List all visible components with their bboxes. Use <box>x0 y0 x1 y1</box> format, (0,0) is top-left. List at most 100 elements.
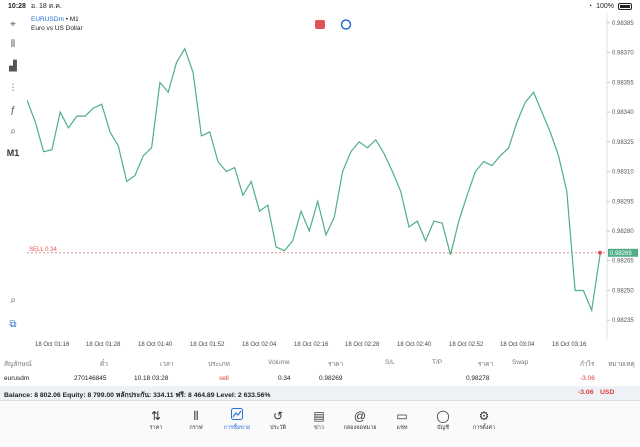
mail-icon: @ <box>353 409 367 423</box>
price-tick-label: 0.98370 <box>612 51 634 57</box>
trade-icon <box>215 408 259 424</box>
price-chart[interactable]: 0.98385 0.98370 0.98355 0.98340 0.98325 0.983… <box>26 13 640 340</box>
col-sl: S/L <box>385 359 395 366</box>
tab-chat[interactable]: ▭ แชท <box>380 408 424 432</box>
battery-percent: 100% <box>596 3 614 10</box>
balance-bar: Balance: 8 802.06 Equity: 8 799.00 หลักป… <box>0 386 640 400</box>
function-icon[interactable]: ƒ <box>10 104 16 116</box>
col-tp: T/P <box>432 359 443 366</box>
balance-summary: Balance: 8 802.06 Equity: 8 799.00 หลักป… <box>4 392 271 399</box>
chart-icon: ⫴ <box>193 409 199 423</box>
tab-label: กราฟ <box>189 425 203 431</box>
chat-icon: ▭ <box>396 409 408 423</box>
indicators-icon[interactable]: ⫶ <box>11 82 15 94</box>
tab-news[interactable]: ▤ ข่าว <box>297 408 341 432</box>
row-time: 10.18 03:28 <box>134 375 169 382</box>
table-row[interactable]: eurusdm 270146845 10.18 03:28 sell 0.34 … <box>0 370 640 386</box>
tab-label: ราคา <box>149 425 163 431</box>
price-tick-label: 0.98340 <box>612 110 634 116</box>
time-tick: 18 Oct 01:40 <box>138 342 173 348</box>
wifi-icon: ◔ <box>587 3 593 10</box>
col-swap: Swap <box>512 359 529 366</box>
price-tick-label: 0.98235 <box>612 318 634 324</box>
col-current-price: ราคา <box>478 361 494 368</box>
tab-label: ข่าว <box>314 425 324 431</box>
time-tick: 18 Oct 02:04 <box>242 342 277 348</box>
history-icon: ↺ <box>272 409 284 423</box>
price-tick-label: 0.98250 <box>612 288 634 294</box>
objects-icon[interactable]: ⌕ <box>10 125 16 137</box>
price-tick-label: 0.98295 <box>612 199 634 205</box>
tab-label: แชท <box>396 425 408 431</box>
candles-icon[interactable]: ⫴ <box>10 38 16 50</box>
time-tick: 18 Oct 01:28 <box>86 342 121 348</box>
col-price: ราคา <box>328 361 344 368</box>
news-icon: ▤ <box>313 409 325 423</box>
tab-label: การตั้งค่า <box>472 425 496 431</box>
col-time: เวลา <box>160 361 174 368</box>
row-open-price: 0.98269 <box>319 375 343 382</box>
row-profit: -3.06 <box>580 375 595 382</box>
price-tick-label: 0.98310 <box>612 170 634 176</box>
time-tick: 18 Oct 02:52 <box>449 342 484 348</box>
col-comment: หมายเหตุ <box>608 361 635 368</box>
time-tick: 18 Oct 02:28 <box>345 342 380 348</box>
tab-mailbox[interactable]: @ กล่องจดหมาย <box>338 408 382 432</box>
positions-table: สัญลักษณ์ ตั๋ว เวลา ประเภท Volume ราคา S… <box>0 354 640 386</box>
time-tick: 18 Oct 01:16 <box>35 342 70 348</box>
col-symbol: สัญลักษณ์ <box>4 361 32 368</box>
sell-order-label: SELL 0.34 <box>29 247 57 253</box>
currency-label: USD <box>600 389 615 396</box>
time-tick: 18 Oct 03:16 <box>552 342 587 348</box>
col-volume: Volume <box>268 359 290 366</box>
price-tick-label: 0.98265 <box>612 259 634 265</box>
tab-chart[interactable]: ⫴ กราฟ <box>174 408 218 432</box>
crosshair-icon[interactable]: ⌖ <box>10 18 16 30</box>
col-ticket: ตั๋ว <box>100 361 108 368</box>
battery-icon <box>618 3 632 10</box>
current-price-label: 0.98269 <box>610 251 632 257</box>
status-bar: 10:28 อ. 18 ต.ค. ◔ 100% <box>0 0 640 13</box>
col-profit: กำไร <box>580 361 595 368</box>
chart-header: EURUSDm • M1 Euro vs US Dollar <box>31 15 83 33</box>
one-click-trading-icon[interactable]: ⧉ <box>9 318 17 330</box>
tab-trade[interactable]: การซื้อขาย <box>215 408 259 432</box>
total-profit: -3.06 <box>578 389 594 396</box>
search-icon[interactable]: ⌕ <box>10 294 16 306</box>
tab-label: บัญชี <box>437 425 449 431</box>
time-tick: 18 Oct 03:04 <box>500 342 535 348</box>
tab-label: ประวัติ <box>269 425 287 431</box>
tab-account[interactable]: ◯ บัญชี <box>421 408 465 432</box>
table-header: สัญลักษณ์ ตั๋ว เวลา ประเภท Volume ราคา S… <box>0 354 640 370</box>
time-axis: 18 Oct 01:16 18 Oct 01:28 18 Oct 01:40 1… <box>0 340 640 350</box>
refresh-icon[interactable] <box>340 19 352 30</box>
price-line <box>26 47 601 313</box>
row-symbol: eurusdm <box>4 375 30 382</box>
one-click-sell-button[interactable] <box>315 20 325 29</box>
bars-icon[interactable]: ▟ <box>9 60 17 72</box>
timeframe-button[interactable]: M1 <box>6 148 20 158</box>
tab-history[interactable]: ↺ ประวัติ <box>256 408 300 432</box>
tab-label: กล่องจดหมาย <box>343 425 377 431</box>
symbol-description: Euro vs US Dollar <box>31 25 83 32</box>
price-tick-label: 0.98385 <box>612 21 634 27</box>
price-tick-label: 0.98355 <box>612 80 634 86</box>
row-type: sell <box>219 375 229 382</box>
row-ticket: 270146845 <box>74 375 107 382</box>
account-icon: ◯ <box>436 409 450 423</box>
tab-quotes[interactable]: ⇅ ราคา <box>134 408 178 432</box>
price-tick-label: 0.98325 <box>612 140 634 146</box>
current-price-badge <box>608 248 638 257</box>
price-tick-label: 0.98280 <box>612 229 634 235</box>
symbol-label: EURUSDm <box>31 16 64 23</box>
time-tick: 18 Oct 01:52 <box>190 342 225 348</box>
settings-icon: ⚙ <box>478 409 490 423</box>
bottom-tab-bar: ⇅ ราคา ⫴ กราฟ การซื้อขาย ↺ ประวัติ ▤ ข่าว @ ก… <box>0 400 640 447</box>
row-volume: 0.34 <box>278 375 291 382</box>
col-type: ประเภท <box>208 361 230 368</box>
chart-canvas: 0.98385 0.98370 0.98355 0.98340 0.98325 0.983… <box>26 13 638 340</box>
time-tick: 18 Oct 02:16 <box>294 342 329 348</box>
tab-settings[interactable]: ⚙ การตั้งค่า <box>462 408 506 432</box>
quotes-icon: ⇅ <box>150 409 162 423</box>
timeframe-label: • M1 <box>65 16 79 23</box>
